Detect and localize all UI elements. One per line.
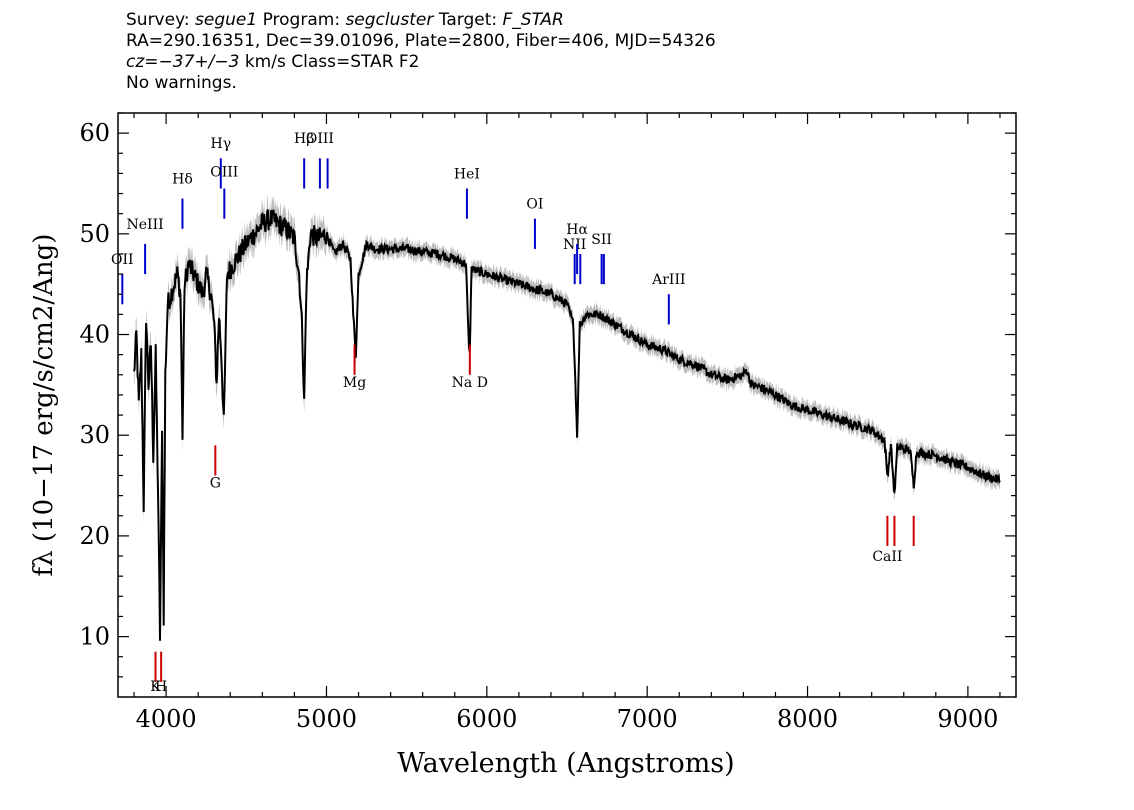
x-tick-label: 9000 [937, 705, 998, 733]
target-label: Target: [433, 10, 503, 30]
error-band [134, 195, 1000, 655]
x-tick-label: 5000 [296, 705, 357, 733]
class-text: km/s Class=STAR F2 [239, 52, 420, 72]
y-axis-label: fλ (10−17 erg/s/cm2/Ang) [29, 234, 59, 577]
emission-line-label: Hα [566, 222, 588, 238]
y-tick-label: 20 [79, 522, 110, 550]
y-tick-label: 10 [79, 623, 110, 651]
emission-line-label: Hβ [294, 131, 314, 147]
header-line-warnings: No warnings. [126, 73, 237, 93]
absorption-line-label: G [210, 476, 221, 492]
emission-line-label: SII [591, 232, 612, 248]
y-tick-label: 30 [79, 421, 110, 449]
survey-value: segue1 [195, 10, 258, 30]
x-tick-label: 4000 [136, 705, 197, 733]
target-value: F_STAR [502, 10, 564, 30]
emission-line-label: NeIII [127, 217, 164, 233]
x-axis-label: Wavelength (Angstroms) [397, 748, 734, 779]
program-label: Program: [257, 10, 346, 30]
emission-line-label: OII [111, 252, 134, 268]
absorption-line-label: Mg [343, 375, 366, 391]
spectrum-header: Survey: segue1 Program: segcluster Targe… [126, 10, 716, 94]
x-tick-label: 7000 [617, 705, 678, 733]
axis-ticks: 4000 5000 6000 7000 8000 9000 10 20 30 40 50 60 [79, 112, 1016, 733]
emission-line-label: NII [563, 237, 586, 253]
line-markers: OIINeIIIHδHγOIIIHβOIIIHeIOINIIHαSIIArIII… [111, 131, 915, 695]
absorption-line-label: CaII [872, 549, 902, 565]
header-line-coordinates: RA=290.16351, Dec=39.01096, Plate=2800, … [126, 31, 716, 51]
y-tick-label: 50 [79, 220, 110, 248]
cz-label: cz= [126, 52, 159, 72]
error-band-area [134, 195, 1000, 655]
emission-line-label: ArIII [651, 272, 685, 288]
plot-border [117, 112, 1017, 698]
header-line-survey: Survey: segue1 Program: segcluster Targe… [126, 10, 716, 31]
program-value: segcluster [345, 10, 434, 30]
x-tick-label: 6000 [456, 705, 517, 733]
absorption-line-label: K [150, 679, 161, 695]
cz-value: −37+/−3 [158, 52, 240, 72]
emission-line-label: Hγ [210, 136, 231, 152]
emission-line-label: OIII [306, 131, 334, 147]
emission-line-label: OI [526, 197, 543, 213]
spectrum-series [133, 209, 1001, 641]
plot-frame [117, 112, 1017, 698]
emission-line-label: OIII [210, 164, 238, 180]
spectrum-line [133, 209, 1001, 641]
absorption-line-label: Na D [452, 375, 488, 391]
survey-label: Survey: [126, 10, 196, 30]
emission-line-label: HeI [454, 166, 480, 182]
x-tick-label: 8000 [777, 705, 838, 733]
y-tick-label: 40 [79, 321, 110, 349]
y-tick-label: 60 [79, 119, 110, 147]
absorption-line-label: H [155, 679, 167, 695]
emission-line-label: Hδ [172, 171, 193, 187]
header-line-redshift: cz=−37+/−3 km/s Class=STAR F2 [126, 52, 716, 73]
